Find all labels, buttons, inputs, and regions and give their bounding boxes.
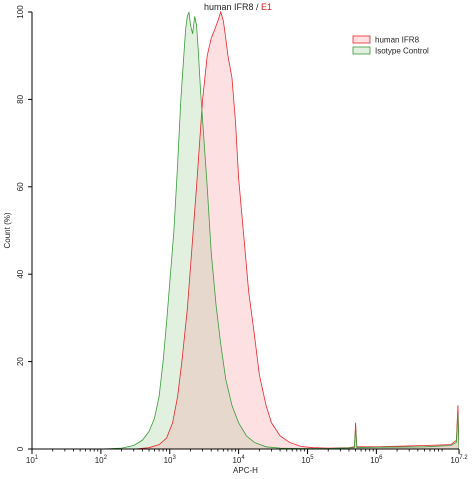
y-tick-label: 40 — [16, 269, 25, 278]
y-tick-label: 80 — [16, 94, 25, 103]
series-line-isotype-control — [32, 11, 459, 449]
x-tick-label: 107.2 — [450, 455, 468, 465]
x-tick-label: 101 — [26, 455, 39, 465]
y-tick-label: 0 — [16, 446, 25, 451]
x-tick-label: 105 — [301, 455, 314, 465]
chart-title-separator: / — [256, 2, 259, 12]
x-tick-label: 106 — [370, 455, 383, 465]
y-tick-label: 60 — [16, 182, 25, 191]
chart-title-text: human IFR8 — [203, 2, 254, 12]
x-tick-label: 104 — [232, 455, 245, 465]
y-axis-label: Count (%) — [3, 212, 12, 248]
legend-label-human-ifr8: human IFR8 — [375, 36, 420, 45]
x-tick-label: 102 — [95, 455, 108, 465]
legend-label-isotype-control: Isotype Control — [375, 47, 429, 56]
series-fill-human-ifr8 — [32, 12, 459, 449]
x-axis-label: APC-H — [233, 466, 258, 475]
y-tick-label: 20 — [16, 357, 25, 366]
chart-title-gate: E1 — [261, 2, 273, 12]
axes: 0 20 40 60 80 100 101 102 103 104 105 106 107.2 APC-H… — [3, 5, 468, 475]
legend-swatch-human-ifr8 — [352, 35, 371, 44]
legend: human IFR8 Isotype Control — [352, 35, 429, 56]
plot-area — [32, 10, 459, 449]
x-tick-label: 103 — [164, 455, 177, 465]
y-tick-label: 100 — [16, 5, 25, 19]
legend-swatch-isotype-control — [352, 46, 371, 55]
chart-title: human IFR8 / E1 — [0, 2, 476, 12]
